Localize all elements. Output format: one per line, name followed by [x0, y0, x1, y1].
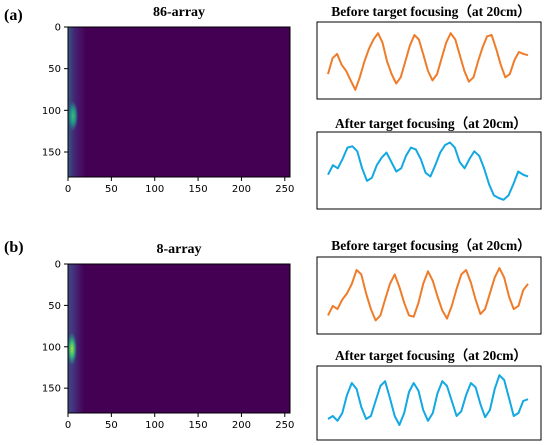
x-tick-label: 100: [145, 420, 164, 431]
y-tick-label: 0: [55, 23, 61, 34]
heatmap-a-hotspot: [68, 101, 78, 131]
heatmap-a: 0 50 100 150 200 250 0 50 100 150: [42, 23, 294, 196]
x-tick-label: 150: [189, 184, 208, 195]
heatmap-b-background: [68, 264, 290, 413]
heatmap-title-b: 8-array: [156, 242, 201, 257]
heatmap-a-background: [68, 27, 290, 177]
panel-label-a: (a): [4, 7, 23, 24]
heatmap-b-hotspot: [67, 332, 77, 366]
signal-title-b-before: Before target focusing（at 20cm）: [331, 238, 531, 253]
x-tick-label: 50: [105, 420, 118, 431]
y-tick-label: 150: [42, 384, 61, 395]
x-tick-label: 200: [232, 420, 251, 431]
signal-title-b-after: After target focusing（at 20cm）: [335, 348, 527, 363]
heatmap-b: 0 50 100 150 200 250 0 50 100 150: [42, 260, 294, 432]
y-tick-label: 150: [42, 148, 61, 159]
x-tick-label: 0: [65, 184, 71, 195]
y-tick-label: 50: [48, 64, 61, 75]
signal-box-a-before: [316, 21, 542, 100]
x-tick-label: 150: [189, 420, 208, 431]
heatmap-a-frame: [67, 26, 291, 178]
x-tick-label: 50: [105, 184, 118, 195]
signal-a-before-line: [327, 32, 529, 91]
signal-b-after-line: [327, 374, 529, 426]
signal-title-a-before: Before target focusing（at 20cm）: [331, 4, 531, 19]
heatmap-title-a: 86-array: [153, 5, 205, 20]
y-tick-label: 100: [42, 106, 61, 117]
signal-box-a-after: [316, 131, 542, 210]
x-tick-label: 0: [65, 420, 71, 431]
heatmap-b-ticks: 0 50 100 150 200 250 0 50 100 150: [42, 260, 294, 432]
heatmap-b-frame: [67, 263, 291, 414]
x-tick-label: 250: [275, 184, 294, 195]
heatmap-a-ticks: 0 50 100 150 200 250 0 50 100 150: [42, 23, 294, 196]
x-tick-label: 100: [145, 184, 164, 195]
heatmap-b-near-band: [68, 264, 84, 413]
y-tick-label: 100: [42, 342, 61, 353]
signal-box-b-before: [316, 256, 542, 335]
x-tick-label: 200: [232, 184, 251, 195]
x-tick-label: 250: [275, 420, 294, 431]
signal-title-a-after: After target focusing（at 20cm）: [335, 116, 527, 131]
y-tick-label: 0: [55, 260, 61, 271]
signal-box-b-after: [316, 365, 542, 441]
heatmap-a-near-band: [68, 27, 86, 177]
panel-label-b: (b): [4, 239, 24, 256]
signal-b-before-line: [327, 267, 529, 322]
signal-a-after-line: [327, 141, 529, 201]
y-tick-label: 50: [48, 301, 61, 312]
